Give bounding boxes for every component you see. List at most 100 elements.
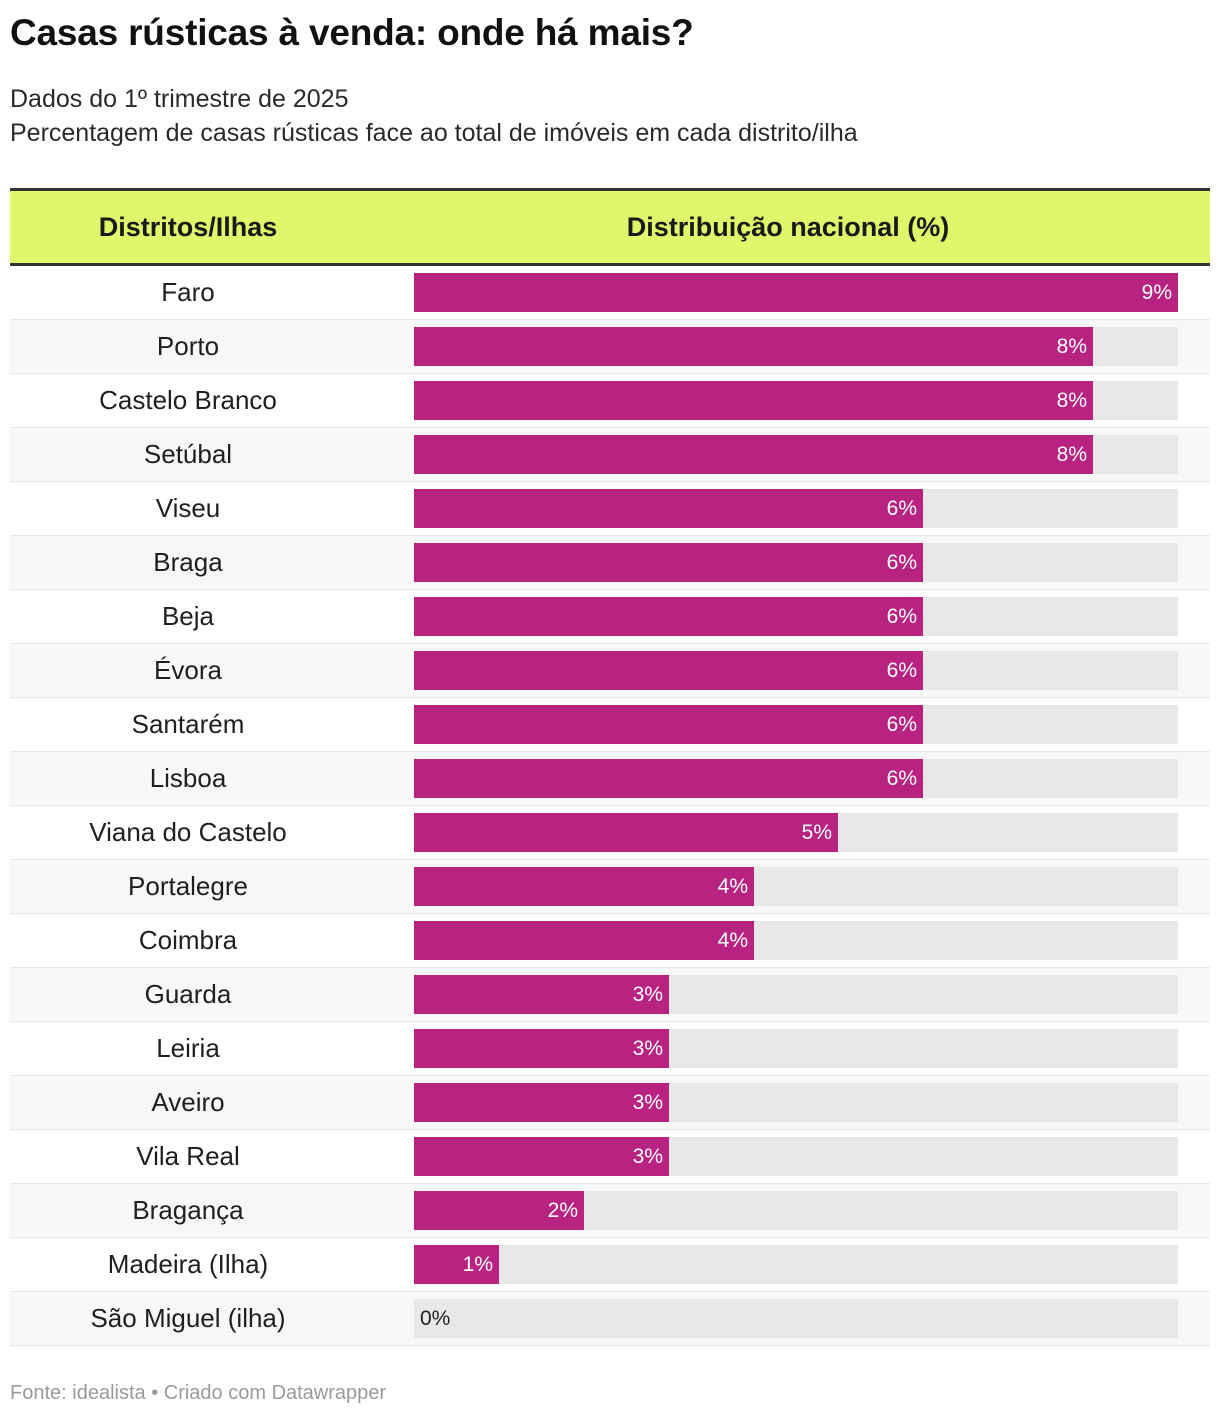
bar-value-label: 3% [632,1091,663,1114]
table-row: Santarém 6% [10,698,1210,752]
row-label: Viana do Castelo [89,817,287,847]
table-row: Castelo Branco 8% [10,374,1210,428]
bar-value-label: 5% [801,821,832,844]
bar [414,543,923,582]
row-label: Faro [161,277,215,307]
bar-track: 6% [414,651,1178,690]
bar [414,489,923,528]
table-row: Portalegre 4% [10,860,1210,914]
table-row: Braga 6% [10,536,1210,590]
bar [414,921,754,960]
row-label: Madeira (Ilha) [107,1249,269,1279]
table-row: Lisboa 6% [10,752,1210,806]
row-label: Lisboa [149,763,227,793]
row-label: Santarém [131,709,245,739]
row-label: Beja [161,601,215,631]
table-body: Faro 9% Porto 8% Castelo Branco 8% Setúbal 8% Vi… [10,266,1210,1346]
bar [414,813,838,852]
bar-value-label: 9% [1141,281,1172,304]
source-footer: Fonte: idealista • Criado com Datawrappe… [10,1382,387,1404]
bar-value-label: 6% [886,713,917,736]
table-row: Viana do Castelo 5% [10,806,1210,860]
bar [414,327,1093,366]
bar [414,273,1178,312]
subtitle-description: Percentagem de casas rústicas face ao to… [10,119,858,147]
bar [414,1245,499,1284]
bar-track: 6% [414,597,1178,636]
bar-value-label: 3% [632,983,663,1006]
table-row: Viseu 6% [10,482,1210,536]
bar-track: 6% [414,489,1178,528]
table-row: Porto 8% [10,320,1210,374]
chart-title: Casas rústicas à venda: onde há mais? [10,12,694,53]
row-label: Vila Real [136,1141,240,1171]
bar-value-label: 1% [462,1253,493,1276]
bar-track: 3% [414,1083,1178,1122]
bar [414,759,923,798]
row-label: Évora [154,655,222,685]
row-label: Braga [153,547,223,577]
bar-value-label: 6% [886,551,917,574]
bar-value-label: 6% [886,605,917,628]
chart-subtitle: Dados do 1º trimestre de 2025 Percentage… [10,82,858,150]
table-row: Faro 9% [10,266,1210,320]
column-header-distribution[interactable]: Distribuição nacional (%) [626,211,950,242]
bar-value-label: 6% [886,659,917,682]
bar-track: 5% [414,813,1178,852]
table-row: Madeira (Ilha) 1% [10,1238,1210,1292]
row-label: São Miguel (ilha) [90,1303,286,1333]
bar-value-label: 6% [886,497,917,520]
row-label: Viseu [155,493,221,523]
bar-track: 0% [414,1299,1178,1338]
bar-track: 4% [414,867,1178,906]
column-header-districts[interactable]: Distritos/Ilhas [98,211,278,242]
row-label: Aveiro [151,1087,225,1117]
bar-track: 3% [414,975,1178,1014]
table-row: Évora 6% [10,644,1210,698]
table-header: Distritos/Ilhas Distribuição nacional (%… [10,188,1210,266]
bar-value-label: 3% [632,1037,663,1060]
bar [414,1029,669,1068]
bar [414,435,1093,474]
bar [414,651,923,690]
bar-track: 6% [414,759,1178,798]
bar [414,1191,584,1230]
bar-track: 9% [414,273,1178,312]
bar [414,975,669,1014]
row-label: Setúbal [143,439,233,469]
bar-value-label: 8% [1056,443,1087,466]
bar [414,867,754,906]
bar-table: Distritos/Ilhas Distribuição nacional (%… [10,188,1210,1346]
bar-track: 6% [414,543,1178,582]
table-row: Bragança 2% [10,1184,1210,1238]
bar-track: 3% [414,1137,1178,1176]
bar-value-label: 2% [547,1199,578,1222]
bar-value-label: 6% [886,767,917,790]
table-row: Beja 6% [10,590,1210,644]
table-row: Leiria 3% [10,1022,1210,1076]
bar-track: 2% [414,1191,1178,1230]
bar [414,1083,669,1122]
table-row: Aveiro 3% [10,1076,1210,1130]
bar [414,597,923,636]
bar-track: 8% [414,327,1178,366]
table-row: Coimbra 4% [10,914,1210,968]
row-label: Bragança [132,1195,244,1225]
bar-value-label: 8% [1056,335,1087,358]
table-row: São Miguel (ilha) 0% [10,1292,1210,1346]
bar [414,381,1093,420]
row-label: Portalegre [128,871,248,901]
bar [414,705,923,744]
row-label: Coimbra [138,925,238,955]
bar-value-label: 4% [717,929,748,952]
row-label: Castelo Branco [99,385,277,415]
table-row: Guarda 3% [10,968,1210,1022]
row-label: Leiria [156,1033,220,1063]
bar-track: 8% [414,381,1178,420]
bar-track: 1% [414,1245,1178,1284]
bar-value-label: 8% [1056,389,1087,412]
bar-track: 4% [414,921,1178,960]
row-label: Porto [156,331,220,361]
bar-value-label: 0% [420,1307,451,1330]
bar-value-label: 4% [717,875,748,898]
